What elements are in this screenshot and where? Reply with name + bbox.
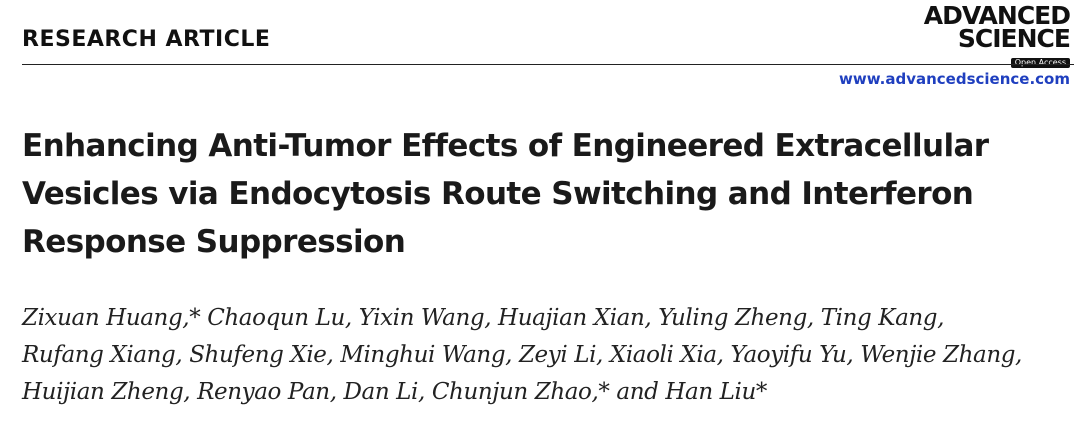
title-line: Enhancing Anti-Tumor Effects of Engineer… — [22, 128, 989, 164]
article-title: Enhancing Anti-Tumor Effects of Engineer… — [22, 122, 1062, 266]
author-line: Zixuan Huang,* Chaoqun Lu, Yixin Wang, H… — [22, 305, 945, 331]
author-line: Rufang Xiang, Shufeng Xie, Minghui Wang,… — [22, 342, 1022, 368]
logo-text-science: SCIENCE — [957, 24, 1071, 53]
header-divider — [22, 64, 1074, 65]
author-list: Zixuan Huang,* Chaoqun Lu, Yixin Wang, H… — [22, 300, 1072, 411]
journal-logo[interactable]: ADVANCED SCIENCE Open Access — [900, 1, 1071, 68]
title-line: Response Suppression — [22, 224, 406, 260]
author-line: Huijian Zheng, Renyao Pan, Dan Li, Chunj… — [22, 379, 768, 405]
logo-text-advanced: ADVANCED — [923, 1, 1071, 30]
section-label: RESEARCH ARTICLE — [22, 27, 271, 52]
title-line: Vesicles via Endocytosis Route Switching… — [22, 176, 974, 212]
journal-url-link[interactable]: www.advancedscience.com — [839, 70, 1070, 88]
open-access-badge: Open Access — [1010, 58, 1070, 68]
